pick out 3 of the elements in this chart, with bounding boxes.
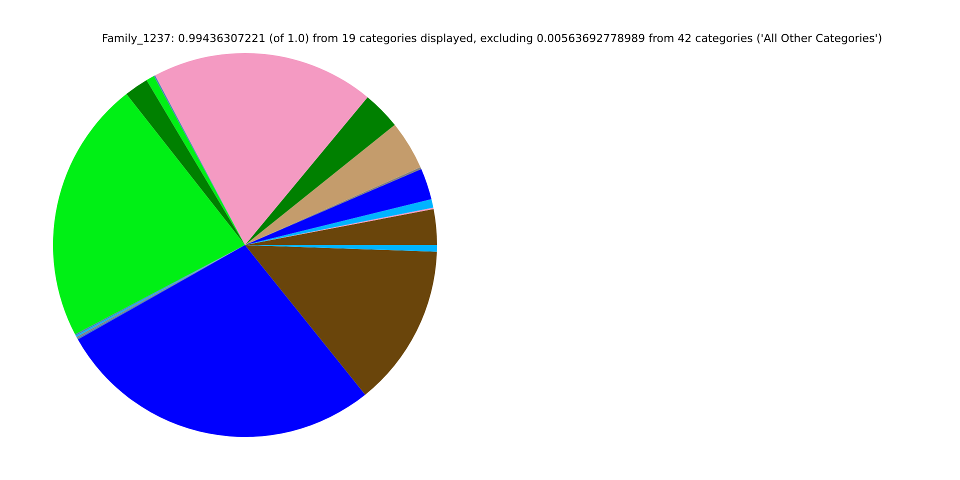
pie-slice bbox=[245, 124, 420, 245]
pie-slice bbox=[155, 53, 368, 245]
text: Family_1237: 0.99436307221 (of 1.0) from 19 categories displayed, excluding 0.00563692778989 from 42 categories ('All Other Categories') bbox=[102, 32, 882, 46]
